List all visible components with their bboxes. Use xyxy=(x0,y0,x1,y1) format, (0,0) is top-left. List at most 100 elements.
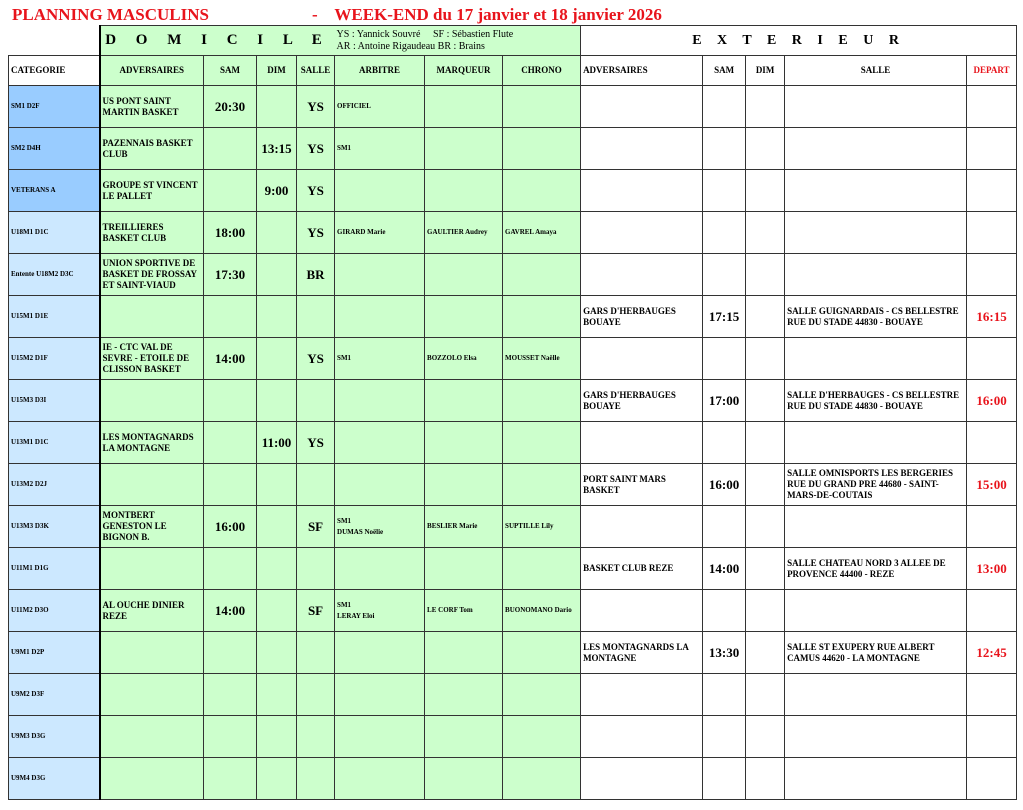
referee-cell xyxy=(334,421,426,464)
away-sat-time-cell xyxy=(702,169,747,212)
category-cell: U13M2 D2J xyxy=(8,463,100,506)
venue-code-cell: YS xyxy=(295,127,336,170)
opponent-cell: PAZENNAIS BASKET CLUB xyxy=(98,127,204,170)
sun-time-cell xyxy=(256,463,297,506)
away-sun-time-cell xyxy=(745,463,786,506)
col-chrono: CHRONO xyxy=(502,55,582,86)
sat-time-cell: 14:00 xyxy=(203,589,257,632)
table-row: SM2 D4H PAZENNAIS BASKET CLUB 13:15 YS SM1 xyxy=(8,127,1018,170)
away-sat-time-cell: 14:00 xyxy=(702,547,747,590)
col-depart: DEPART xyxy=(966,55,1018,86)
timekeeper-cell xyxy=(502,379,582,422)
opponent-cell: AL OUCHE DINIER REZE xyxy=(98,589,204,632)
timekeeper-cell: MOUSSET Naëlle xyxy=(502,337,582,380)
scorer-cell xyxy=(424,295,504,338)
sun-time-cell: 13:15 xyxy=(256,127,297,170)
legend-line-2: AR : Antoine Rigaudeau BR : Brains xyxy=(336,40,485,52)
venue-code-cell xyxy=(295,463,336,506)
away-header: E X T E R I E U R xyxy=(580,25,1018,56)
away-opponent-cell xyxy=(580,253,704,296)
col-sam: SAM xyxy=(203,55,257,86)
departure-cell xyxy=(966,715,1018,758)
away-sat-time-cell xyxy=(702,757,747,800)
sun-time-cell xyxy=(256,253,297,296)
away-sun-time-cell xyxy=(745,211,786,254)
away-sat-time-cell xyxy=(702,337,747,380)
away-opponent-cell xyxy=(580,715,704,758)
page-title: PLANNING MASCULINS xyxy=(12,5,209,24)
away-venue-cell xyxy=(784,169,968,212)
away-sat-time-cell xyxy=(702,715,747,758)
away-sun-time-cell xyxy=(745,757,786,800)
away-venue-cell: SALLE ST EXUPERY RUE ALBERT CAMUS 44620 … xyxy=(784,631,968,674)
sun-time-cell xyxy=(256,757,297,800)
away-venue-cell xyxy=(784,127,968,170)
scorer-cell xyxy=(424,463,504,506)
sun-time-cell xyxy=(256,589,297,632)
category-cell: SM1 D2F xyxy=(8,85,100,128)
sun-time-cell xyxy=(256,631,297,674)
col-salle: SALLE xyxy=(295,55,336,86)
timekeeper-cell xyxy=(502,85,582,128)
table-row: SM1 D2F US PONT SAINT MARTIN BASKET 20:30 Y… xyxy=(8,85,1018,128)
away-sat-time-cell: 17:00 xyxy=(702,379,747,422)
timekeeper-cell xyxy=(502,715,582,758)
away-sun-time-cell xyxy=(745,337,786,380)
away-sun-time-cell xyxy=(745,421,786,464)
sun-time-cell xyxy=(256,547,297,590)
away-opponent-cell: PORT SAINT MARS BASKET xyxy=(580,463,704,506)
referee-cell: SM1 xyxy=(334,337,426,380)
scorer-cell xyxy=(424,85,504,128)
table-row: U13M1 D1C LES MONTAGNARDS LA MONTAGNE 11:0… xyxy=(8,421,1018,464)
departure-cell xyxy=(966,421,1018,464)
venue-code-cell: BR xyxy=(295,253,336,296)
away-sun-time-cell xyxy=(745,295,786,338)
departure-cell xyxy=(966,169,1018,212)
category-cell: U13M1 D1C xyxy=(8,421,100,464)
category-cell: U11M2 D3O xyxy=(8,589,100,632)
away-opponent-cell xyxy=(580,85,704,128)
opponent-cell: US PONT SAINT MARTIN BASKET xyxy=(98,85,204,128)
timekeeper-cell xyxy=(502,169,582,212)
referee-cell xyxy=(334,673,426,716)
away-opponent-cell xyxy=(580,211,704,254)
away-sun-time-cell xyxy=(745,547,786,590)
referee-cell xyxy=(334,631,426,674)
category-cell: VETERANS A xyxy=(8,169,100,212)
away-sun-time-cell xyxy=(745,505,786,548)
away-opponent-cell: BASKET CLUB REZE xyxy=(580,547,704,590)
sat-time-cell xyxy=(203,169,257,212)
referee-cell xyxy=(334,169,426,212)
away-opponent-cell: GARS D'HERBAUGES BOUAYE xyxy=(580,379,704,422)
opponent-cell: UNION SPORTIVE DE BASKET DE FROSSAY ET S… xyxy=(98,253,204,296)
sat-time-cell xyxy=(203,127,257,170)
col-ext-dim: DIM xyxy=(745,55,786,86)
scorer-cell: BOZZOLO Elsa xyxy=(424,337,504,380)
scorer-cell xyxy=(424,253,504,296)
sat-time-cell: 20:30 xyxy=(203,85,257,128)
venue-code-cell: SF xyxy=(295,589,336,632)
scorer-cell: GAULTIER Audrey xyxy=(424,211,504,254)
sat-time-cell: 14:00 xyxy=(203,337,257,380)
opponent-cell: TREILLIERES BASKET CLUB xyxy=(98,211,204,254)
away-sun-time-cell xyxy=(745,253,786,296)
venue-code-cell xyxy=(295,295,336,338)
timekeeper-cell xyxy=(502,673,582,716)
timekeeper-cell xyxy=(502,421,582,464)
referee-cell: OFFICIEL xyxy=(334,85,426,128)
departure-cell xyxy=(966,127,1018,170)
referee-cell xyxy=(334,463,426,506)
away-opponent-cell xyxy=(580,127,704,170)
away-venue-cell: SALLE GUIGNARDAIS - CS BELLESTRE RUE DU … xyxy=(784,295,968,338)
away-sun-time-cell xyxy=(745,631,786,674)
venue-code-cell: YS xyxy=(295,85,336,128)
departure-cell xyxy=(966,85,1018,128)
referee-cell xyxy=(334,379,426,422)
col-ext-salle: SALLE xyxy=(784,55,968,86)
away-sat-time-cell xyxy=(702,505,747,548)
venue-code-cell xyxy=(295,547,336,590)
opponent-cell xyxy=(98,295,204,338)
sat-time-cell xyxy=(203,379,257,422)
opponent-cell xyxy=(98,631,204,674)
away-venue-cell xyxy=(784,211,968,254)
